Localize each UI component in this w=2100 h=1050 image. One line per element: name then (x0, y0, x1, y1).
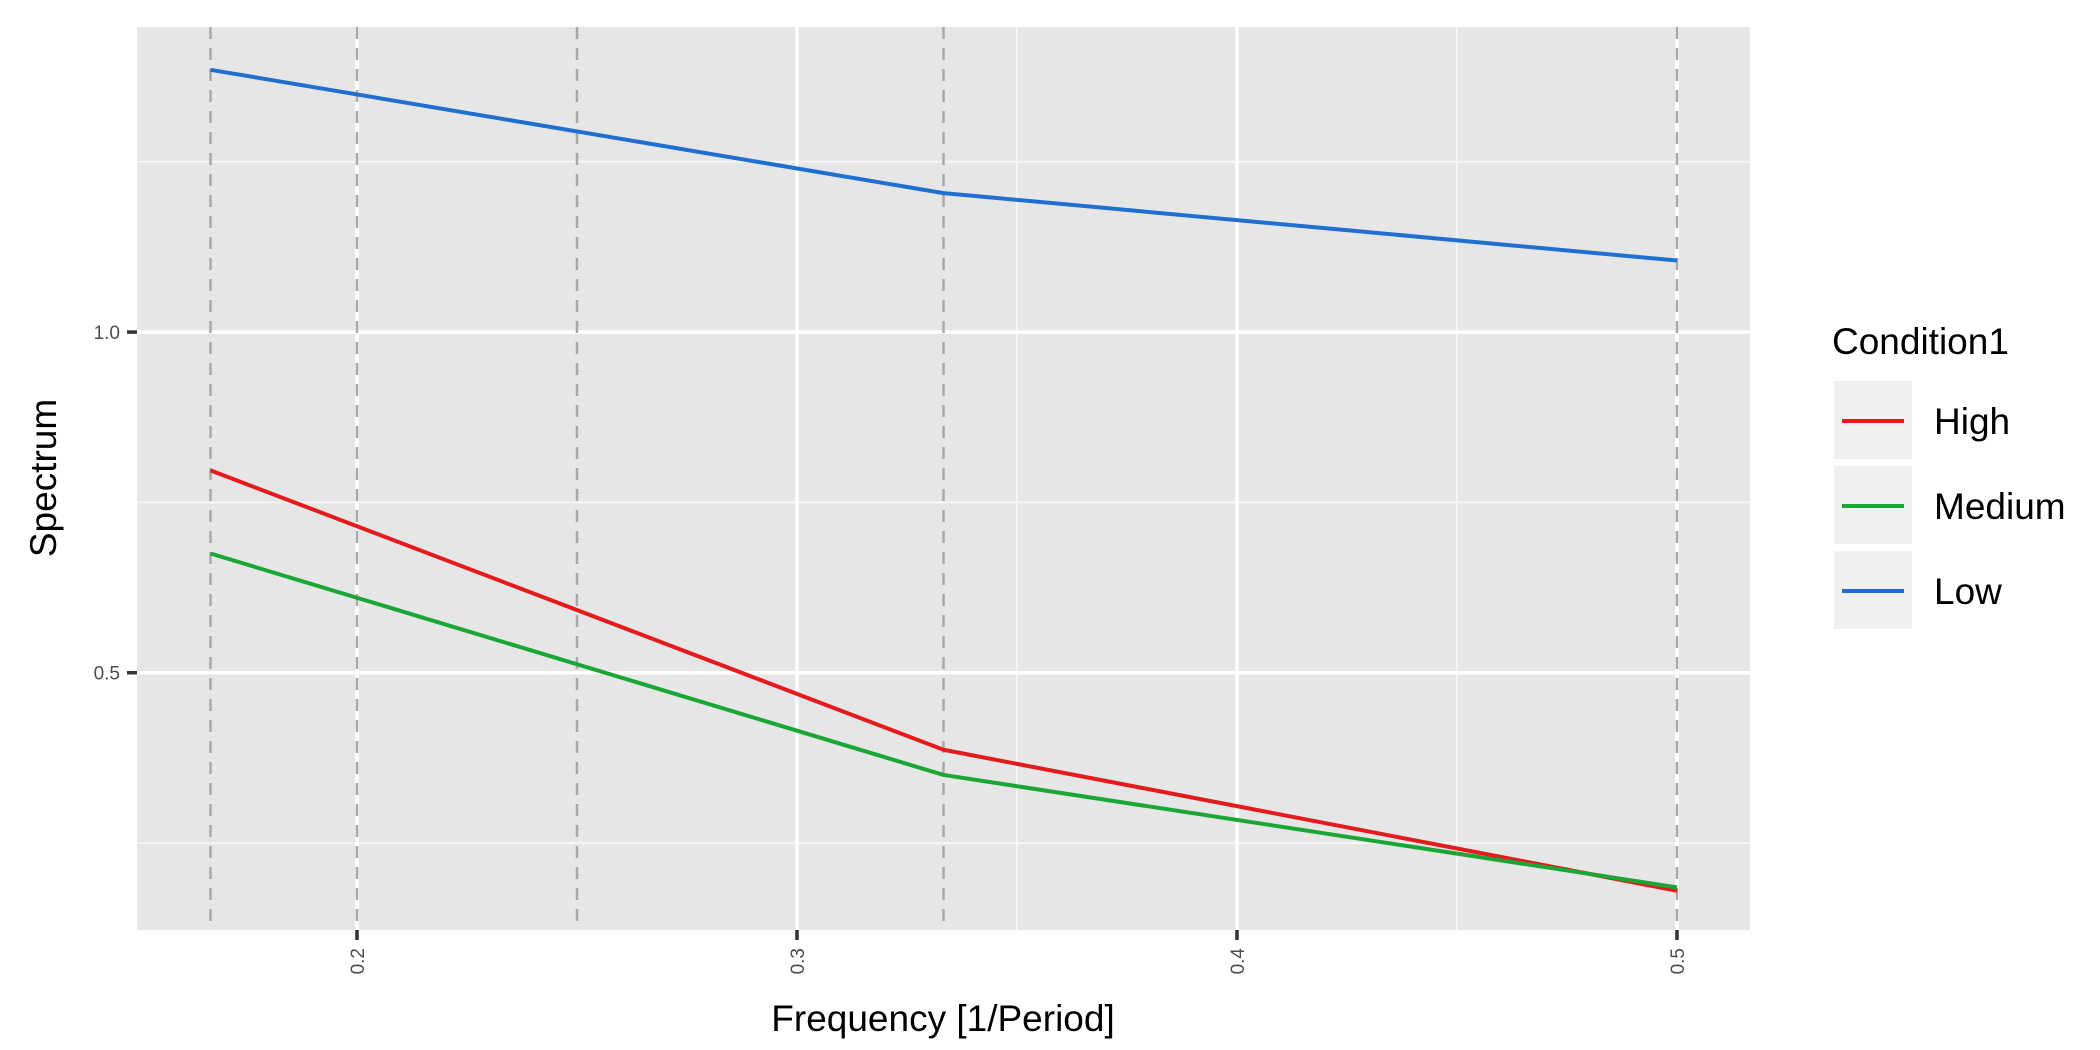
x-tick-labels: 0.2 0.3 0.4 0.5 (348, 948, 1689, 975)
minor-gridlines (137, 27, 1750, 930)
x-tick-label: 0.2 (348, 948, 369, 974)
x-axis-title: Frequency [1/Period] (771, 998, 1114, 1039)
x-tick-label: 0.5 (1668, 948, 1689, 974)
y-tick-label: 1.0 (94, 323, 120, 344)
y-tick-labels: 0.5 1.0 (94, 323, 120, 685)
y-tick-label: 0.5 (94, 664, 120, 685)
legend-label-low: Low (1934, 571, 2002, 612)
series-lines (209, 67, 1678, 893)
legend-items: High Medium Low (1834, 381, 2066, 629)
series-line-medium (209, 551, 1678, 890)
y-axis-title: Spectrum (23, 399, 64, 557)
legend-title: Condition1 (1832, 321, 2009, 362)
series-line-low (210, 67, 1678, 263)
legend-label-medium: Medium (1934, 486, 2066, 527)
legend-label-high: High (1934, 401, 2010, 442)
legend: Condition1 High Medium Low (1832, 321, 2066, 629)
x-tick-label: 0.3 (788, 948, 809, 974)
series-line-high (209, 468, 1678, 893)
x-tick-label: 0.4 (1228, 948, 1249, 975)
reference-lines (209, 27, 1679, 930)
axis-ticks (127, 330, 1679, 940)
